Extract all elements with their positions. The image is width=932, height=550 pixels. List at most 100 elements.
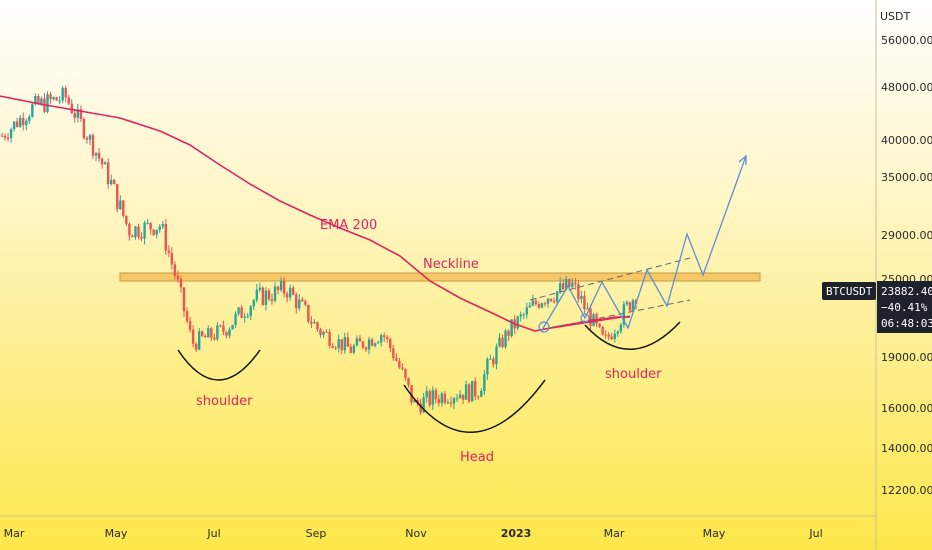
candle-body	[194, 343, 198, 350]
right-shoulder-arc	[584, 321, 681, 350]
candle-body	[137, 226, 140, 237]
candle-body	[91, 135, 95, 156]
candle-body	[349, 346, 353, 353]
candle-body	[67, 97, 70, 104]
candle-body	[413, 399, 416, 403]
candle-body	[467, 384, 471, 402]
candle-body	[474, 380, 477, 397]
candle-body	[464, 384, 468, 400]
candle-body	[55, 97, 58, 101]
candle-body	[264, 290, 268, 305]
candle-body	[322, 331, 325, 335]
candle-body	[407, 377, 410, 386]
candle-body	[358, 338, 362, 342]
candle-body	[240, 307, 243, 318]
candle-body	[234, 313, 237, 325]
candle-body	[204, 335, 207, 338]
candle-body	[19, 117, 22, 127]
candle-body	[70, 103, 73, 114]
candle-body	[552, 301, 556, 303]
candle-body	[404, 369, 407, 378]
candle-body	[504, 330, 507, 348]
candle-body	[252, 300, 255, 307]
candle-body	[522, 314, 525, 316]
candle-body	[410, 385, 413, 403]
candle-body	[222, 325, 225, 333]
candle-body	[461, 394, 465, 400]
candle-body	[100, 158, 104, 165]
candle-body	[249, 306, 252, 316]
candle-body	[361, 341, 365, 348]
price-tick-label: 19000.00	[881, 351, 932, 364]
candle-body	[558, 283, 562, 292]
candle-body	[531, 300, 535, 306]
candle-body	[285, 293, 289, 298]
candle-body	[64, 87, 67, 98]
price-tick-label: 35000.00	[881, 171, 932, 184]
candle-body	[458, 394, 462, 399]
time-tick-label: Sep	[306, 527, 327, 540]
candle-body	[543, 303, 547, 305]
candle-body	[128, 223, 131, 236]
support-trend-line	[539, 315, 631, 331]
candle-body	[568, 279, 571, 288]
candle-body	[328, 331, 331, 346]
candle-body	[313, 322, 316, 324]
ema-label: EMA 200	[320, 218, 377, 233]
candle-body	[583, 296, 586, 310]
candle-body	[143, 222, 146, 239]
candle-body	[52, 97, 55, 100]
candle-body	[73, 113, 77, 118]
candle-body	[103, 162, 107, 165]
ema-touch-marker	[580, 313, 590, 323]
candle-body	[580, 296, 583, 300]
price-tick-label: 12200.00	[881, 484, 932, 497]
candle-body	[49, 94, 52, 100]
left-shoulder-arc	[177, 349, 261, 381]
candle-body	[492, 358, 495, 365]
head-label: Head	[460, 450, 494, 465]
candle-body	[228, 329, 231, 336]
candle-body	[0, 135, 4, 137]
candle-body	[480, 391, 483, 397]
candle-body	[340, 339, 343, 351]
candle-body	[516, 316, 519, 329]
candle-body	[292, 287, 295, 295]
candle-body	[477, 396, 480, 398]
candle-body	[613, 333, 616, 340]
candle-body	[534, 300, 538, 304]
candle-body	[216, 325, 219, 340]
time-tick-label: May	[703, 527, 726, 540]
candle-body	[182, 287, 186, 312]
candle-body	[258, 287, 262, 290]
candle-body	[431, 390, 434, 405]
candle-body	[298, 299, 301, 309]
candle-body	[158, 226, 161, 230]
candle-body	[437, 399, 441, 404]
candle-body	[346, 337, 350, 347]
candle-body	[113, 179, 116, 185]
candle-body	[395, 357, 398, 361]
neckline-band	[119, 272, 761, 282]
candle-body	[210, 328, 213, 338]
time-tick-label: Nov	[405, 527, 427, 540]
candle-body	[486, 359, 489, 375]
time-tick-label: Jul	[206, 527, 220, 540]
candle-body	[574, 282, 577, 285]
price-tick-label: 40000.00	[881, 134, 932, 147]
symbol-tag-text: BTCUSDT	[826, 285, 873, 298]
price-axis: USDT 56000.00 48000.00 40000.00 35000.00…	[880, 10, 932, 497]
candle-body	[134, 226, 137, 238]
candle-body	[85, 137, 89, 140]
candle-body	[246, 315, 249, 317]
candle-body	[270, 299, 274, 301]
candle-body	[37, 96, 40, 105]
candle-body	[155, 229, 158, 235]
candle-body	[370, 339, 374, 346]
candle-body	[307, 304, 310, 322]
head-arc	[403, 379, 546, 433]
candle-body	[392, 348, 395, 358]
candle-body	[164, 224, 168, 251]
candle-body	[619, 324, 623, 332]
candle-body	[376, 342, 380, 344]
